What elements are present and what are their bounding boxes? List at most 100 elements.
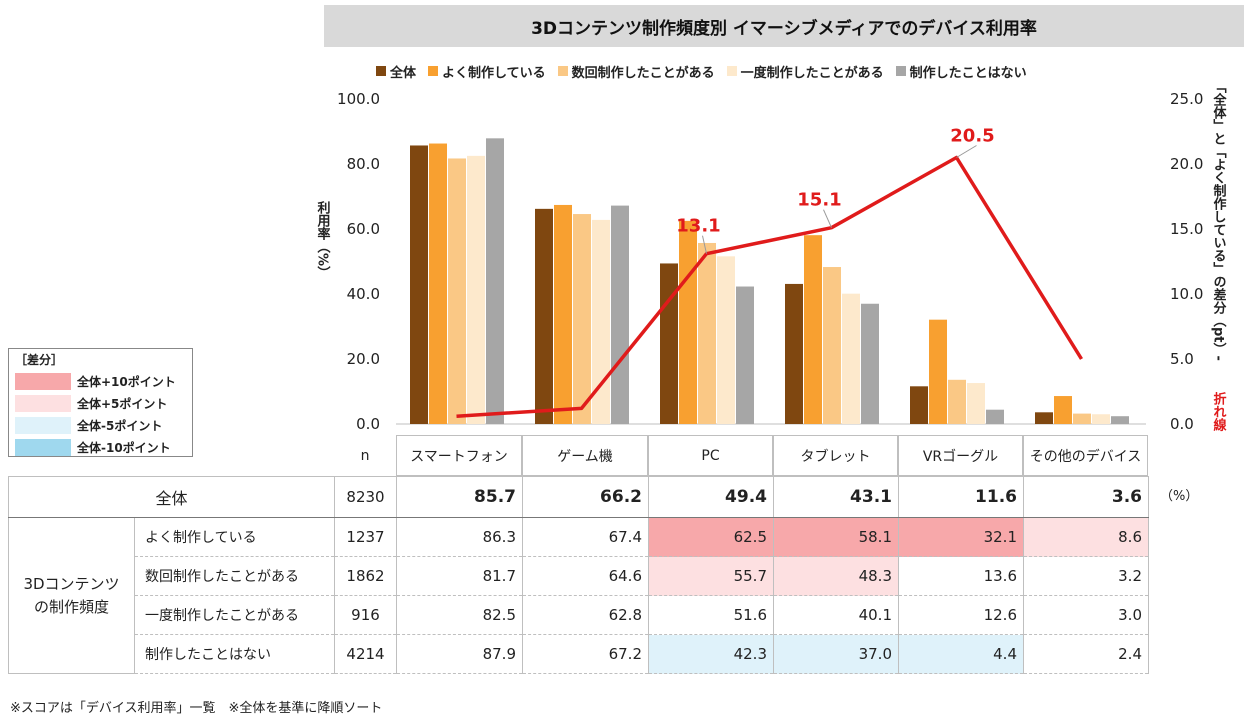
diff-line: [456, 155, 1083, 418]
diff-legend-label-2: 全体-5ポイント: [77, 419, 163, 433]
legend-label-4: 制作したことはない: [909, 65, 1027, 81]
total-value-1: 66.2: [522, 476, 649, 518]
cell-0-3: 58.1: [773, 517, 899, 557]
total-value-4: 11.6: [898, 476, 1024, 518]
table-row-total: 全体 8230 85.7 66.2 49.4 43.1 11.6 3.6: [8, 476, 1149, 518]
diff-legend-item-1: 全体+5ポイント: [15, 395, 183, 412]
cell-0-0: 86.3: [396, 517, 523, 557]
line-leader-4: [956, 145, 977, 158]
bar-5-0: [1035, 412, 1053, 424]
bar-3-1: [804, 235, 822, 424]
cell-1-2: 55.7: [648, 556, 774, 596]
footnote: ※スコアは「デバイス利用率」一覧 ※全体を基準に降順ソート: [10, 701, 383, 716]
y2-tick-label-0: 0.0: [1170, 415, 1194, 433]
group-label-line-2: の制作頻度: [33, 597, 109, 616]
row-label-1: 数回制作したことがある: [134, 556, 335, 596]
total-value-3: 43.1: [773, 476, 899, 518]
bar-0-0: [410, 145, 428, 424]
cell-1-1: 64.6: [522, 556, 649, 596]
cell-3-1: 67.2: [522, 634, 649, 674]
col-header-2: PC: [648, 435, 773, 476]
percent-unit: （%）: [1160, 489, 1199, 504]
cell-3-4: 4.4: [898, 634, 1024, 674]
diff-legend: ［差分］ 全体+10ポイント 全体+5ポイント 全体-5ポイント 全体-10ポイ…: [8, 348, 193, 457]
legend-swatch-2: [557, 66, 568, 76]
y-tick-label-2: 40.0: [347, 285, 380, 303]
cell-1-4: 13.6: [898, 556, 1024, 596]
bar-5-2: [1073, 413, 1091, 424]
bar-0-3: [467, 155, 485, 424]
bar-3-2: [823, 267, 841, 424]
legend-item-4: 制作したことはない: [895, 62, 1027, 81]
bar-2-3: [717, 256, 735, 424]
row-n-1: 1862: [334, 556, 397, 596]
group-label: 3Dコンテンツ の制作頻度: [8, 517, 135, 674]
col-header-0: スマートフォン: [396, 435, 522, 476]
row-n-3: 4214: [334, 634, 397, 674]
bar-2-2: [698, 242, 716, 424]
col-header-1: ゲーム機: [522, 435, 648, 476]
bar-1-4: [611, 205, 629, 424]
bar-4-4: [986, 409, 1004, 424]
bar-3-0: [785, 283, 803, 424]
cell-2-0: 82.5: [396, 595, 523, 635]
cell-2-3: 40.1: [773, 595, 899, 635]
legend-item-0: 全体: [376, 62, 416, 81]
cell-3-0: 87.9: [396, 634, 523, 674]
legend-label-3: 一度制作したことがある: [740, 65, 884, 81]
y-tick-label-5: 100.0: [337, 90, 380, 108]
legend-label-1: よく制作している: [442, 65, 546, 81]
legend-label-2: 数回制作したことがある: [571, 65, 715, 81]
y-tick-label-4: 80.0: [347, 155, 380, 173]
col-header-3: タブレット: [773, 435, 898, 476]
bar-0-1: [429, 143, 447, 424]
cell-3-3: 37.0: [773, 634, 899, 674]
row-n-0: 1237: [334, 517, 397, 557]
bar-1-2: [573, 214, 591, 424]
legend-swatch-4: [895, 66, 906, 76]
cell-0-5: 8.6: [1023, 517, 1149, 557]
diff-legend-label-1: 全体+5ポイント: [77, 397, 168, 411]
total-label: 全体: [8, 476, 335, 518]
row-label-2: 一度制作したことがある: [134, 595, 335, 635]
total-value-0: 85.7: [396, 476, 523, 518]
diff-legend-header: ［差分］: [15, 353, 64, 367]
row-label-0: よく制作している: [134, 517, 335, 557]
cell-1-0: 81.7: [396, 556, 523, 596]
table-row-2: 一度制作したことがある 916 82.5 62.8 51.6 40.1 12.6…: [9, 595, 1149, 635]
bar-2-1: [679, 220, 697, 424]
bar-4-3: [967, 383, 985, 424]
cell-0-1: 67.4: [522, 517, 649, 557]
line-label-2: 13.1: [676, 216, 720, 237]
table-row-3: 制作したことはない 4214 87.9 67.2 42.3 37.0 4.4 2…: [9, 634, 1149, 674]
y-tick-label-3: 60.0: [347, 220, 380, 238]
line-label-3: 15.1: [797, 190, 841, 211]
bar-2-4: [736, 286, 754, 424]
bar-2-0: [660, 263, 678, 424]
legend-swatch-3: [726, 66, 737, 76]
line-leader-3: [823, 209, 832, 228]
col-header-5: その他のデバイス: [1023, 435, 1148, 476]
bar-5-4: [1111, 416, 1129, 424]
diff-legend-item-3: 全体-10ポイント: [15, 439, 183, 456]
total-value-2: 49.4: [648, 476, 774, 518]
bar-4-2: [948, 379, 966, 424]
y-tick-label-0: 0.0: [356, 415, 380, 433]
legend-item-1: よく制作している: [428, 62, 546, 81]
bar-1-0: [535, 208, 553, 424]
series-legend: 全体 よく制作している 数回制作したことがある 一度制作したことがある 制作した…: [376, 60, 1039, 82]
cell-0-2: 62.5: [648, 517, 774, 557]
legend-item-2: 数回制作したことがある: [557, 62, 715, 81]
line-label-4: 20.5: [950, 126, 994, 147]
bar-0-2: [448, 158, 466, 424]
y2-tick-label-5: 25.0: [1170, 90, 1203, 108]
cell-2-2: 51.6: [648, 595, 774, 635]
row-n-2: 916: [334, 595, 397, 635]
legend-item-3: 一度制作したことがある: [726, 62, 884, 81]
bar-5-3: [1092, 414, 1110, 424]
legend-label-0: 全体: [390, 65, 417, 81]
n-header: n: [360, 447, 370, 464]
diff-legend-item-2: 全体-5ポイント: [15, 417, 183, 434]
cell-2-4: 12.6: [898, 595, 1024, 635]
total-value-5: 3.6: [1023, 476, 1149, 518]
